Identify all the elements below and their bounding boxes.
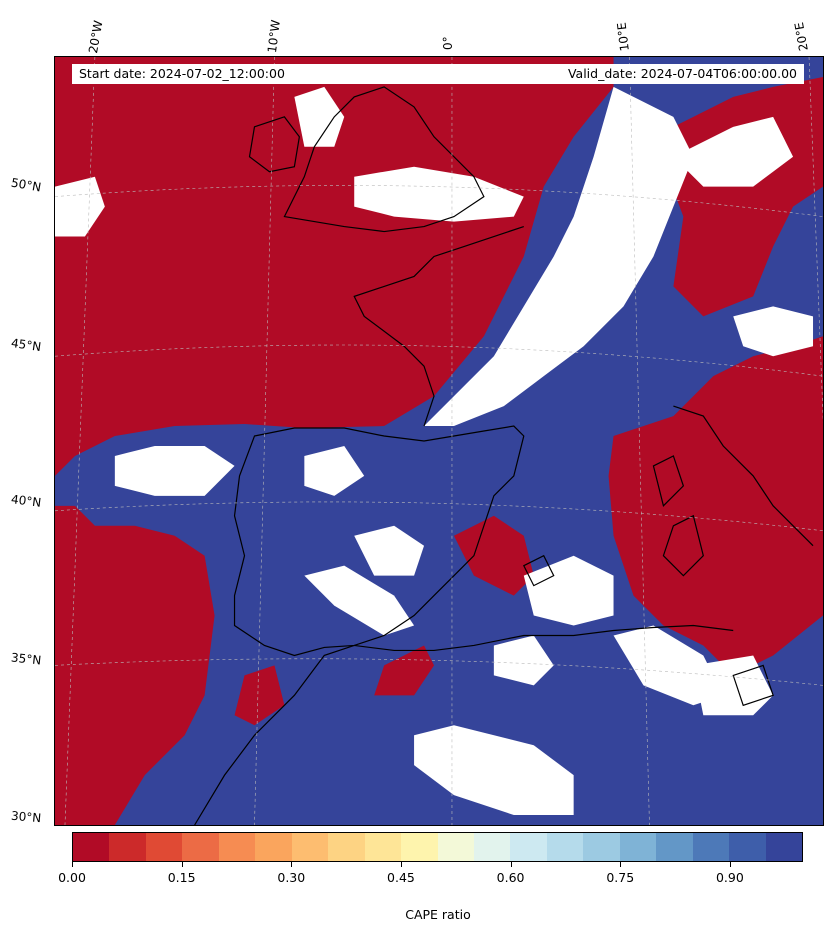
colorbar-tick-label: 0.75 — [606, 870, 635, 885]
map-canvas — [55, 57, 823, 825]
colorbar-tick-label: 0.90 — [715, 870, 744, 885]
coastlines — [194, 86, 814, 825]
colorbar-tick-label: 0.60 — [496, 870, 525, 885]
colorbar-tick-label: 0.15 — [167, 870, 196, 885]
colorbar-segment — [546, 833, 584, 861]
colorbar-segment — [145, 833, 183, 861]
colorbar-segment — [328, 833, 365, 861]
colorbar-tick-label: 0.30 — [277, 870, 306, 885]
colorbar-segment — [765, 833, 803, 861]
lon-label-0: 0° — [441, 36, 455, 50]
lon-label-10e: 10°E — [614, 21, 632, 52]
lat-label-40n: 40°N — [10, 492, 42, 510]
lat-label-35n: 35°N — [10, 650, 42, 668]
lon-label-20e: 20°E — [791, 21, 811, 52]
colorbar-segment — [656, 833, 693, 861]
colorbar-segment — [182, 833, 219, 861]
valid-date-label: Valid_date: 2024-07-04T06:00:00.00 — [567, 66, 797, 81]
lat-label-50n: 50°N — [10, 175, 43, 195]
colorbar-segment — [401, 833, 438, 861]
colorbar-segment — [255, 833, 292, 861]
colorbar-tick — [510, 862, 512, 867]
colorbar-segment — [729, 833, 766, 861]
colorbar-tick — [291, 862, 293, 867]
colorbar-tick — [400, 862, 402, 867]
colorbar-segment — [583, 833, 620, 861]
graticule — [55, 57, 823, 825]
colorbar-segment — [692, 833, 730, 861]
colorbar-segment — [619, 833, 657, 861]
colorbar-label: CAPE ratio — [405, 907, 471, 922]
colorbar-tick — [72, 862, 73, 867]
colorbar-segment — [109, 833, 146, 861]
colorbar-segment — [437, 833, 474, 861]
cape-ratio-map — [54, 56, 824, 826]
lon-label-20w: 20°W — [86, 19, 106, 55]
lat-label-45n: 45°N — [10, 335, 43, 355]
colorbar — [72, 832, 803, 862]
colorbar-segment — [364, 833, 402, 861]
title-bar: Start date: 2024-07-02_12:00:00 Valid_da… — [72, 64, 804, 84]
colorbar-segment — [218, 833, 256, 861]
colorbar-tick — [181, 862, 183, 867]
colorbar-tick-label: 0.00 — [58, 870, 86, 885]
colorbar-segment — [473, 833, 511, 861]
missing-data-regions — [55, 86, 814, 816]
colorbar-segment — [510, 833, 547, 861]
start-date-label: Start date: 2024-07-02_12:00:00 — [79, 66, 285, 81]
colorbar-tick — [620, 862, 622, 867]
lat-label-30n: 30°N — [10, 808, 42, 826]
colorbar-tick-label: 0.45 — [387, 870, 415, 885]
lon-label-10w: 10°W — [265, 19, 283, 54]
colorbar-tick — [729, 862, 731, 867]
colorbar-segment — [291, 833, 329, 861]
colorbar-segment — [73, 833, 110, 861]
